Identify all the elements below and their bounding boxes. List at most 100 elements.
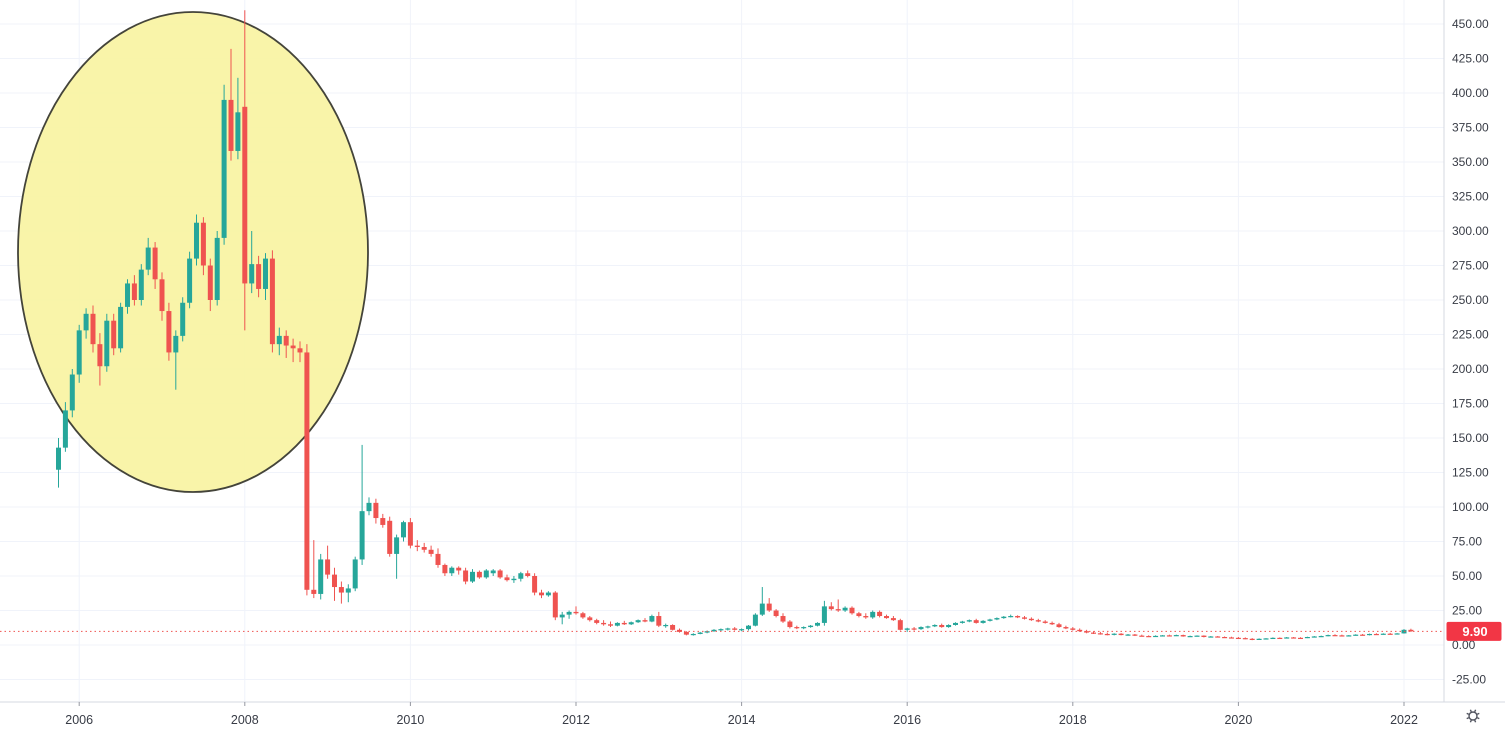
gear-tooth xyxy=(1474,709,1477,713)
candle-body xyxy=(849,607,855,614)
candle-body xyxy=(1394,633,1400,635)
candle-body xyxy=(283,335,289,346)
candle-body xyxy=(1367,633,1372,636)
candle-body xyxy=(752,614,758,626)
candle-body xyxy=(1077,629,1083,632)
candle-body xyxy=(1070,628,1076,630)
candle-body xyxy=(704,631,710,633)
candle-body xyxy=(97,344,103,367)
candle-body xyxy=(1270,637,1276,640)
candle-body xyxy=(1346,635,1352,637)
candle-body xyxy=(1139,635,1145,637)
candle-body xyxy=(421,547,427,550)
price-axis-label: 100.00 xyxy=(1452,500,1489,514)
candle-body xyxy=(352,559,358,589)
candle-body xyxy=(925,626,931,628)
price-axis-label: 250.00 xyxy=(1452,293,1489,307)
candle-body xyxy=(1153,635,1159,638)
candle-body xyxy=(1201,635,1207,637)
candle-body xyxy=(828,606,834,610)
gear-tooth xyxy=(1469,709,1472,713)
candle-body xyxy=(318,559,324,594)
price-axis-label: 375.00 xyxy=(1452,121,1489,135)
time-axis-label: 2018 xyxy=(1059,713,1087,727)
candle-body xyxy=(1311,636,1317,638)
candle-body xyxy=(518,573,524,579)
candle-body xyxy=(877,611,883,617)
price-scale[interactable]: 450.00 425.00 400.00 375.00 350.00 325.00 300.… xyxy=(1452,17,1489,687)
candle-body xyxy=(394,537,400,554)
candle-body xyxy=(1173,635,1179,637)
settings-gear-icon[interactable] xyxy=(1466,709,1480,723)
highlight-ellipse-annotation xyxy=(17,11,369,493)
candle-body xyxy=(159,279,165,312)
candle-body xyxy=(580,613,586,618)
candle-body xyxy=(1132,634,1138,636)
candle-body xyxy=(1056,624,1062,628)
candle-body xyxy=(187,258,193,303)
candle-body xyxy=(601,622,607,625)
candle-body xyxy=(621,622,627,625)
price-axis-label: 50.00 xyxy=(1452,569,1482,583)
candle-body xyxy=(152,247,158,280)
candle-body xyxy=(387,520,393,554)
candle-body xyxy=(994,618,1000,620)
candle-body xyxy=(587,617,593,621)
candle-body xyxy=(539,592,544,596)
price-axis-label: 275.00 xyxy=(1452,259,1489,273)
candle-body xyxy=(1187,636,1193,638)
candle-body xyxy=(897,620,903,630)
candle-body xyxy=(449,567,455,574)
candle-body xyxy=(1104,633,1110,636)
candle-body xyxy=(1263,638,1269,640)
candle-body xyxy=(1194,635,1200,637)
candle-body xyxy=(594,620,600,623)
candle-body xyxy=(1298,637,1303,640)
candle-body xyxy=(787,621,793,628)
time-scale[interactable]: 2006 2008 2010 2012 2014 2016 2018 2020 2022 xyxy=(65,702,1418,727)
candle-body xyxy=(1001,616,1007,619)
price-axis-label: 200.00 xyxy=(1452,362,1489,376)
candle-body xyxy=(214,237,220,300)
candle-body xyxy=(256,264,262,289)
candle-body xyxy=(573,611,579,614)
candle-body xyxy=(959,621,965,623)
candle-body xyxy=(504,577,510,581)
candle-body xyxy=(407,522,413,546)
candle-body xyxy=(1097,633,1103,635)
candle-body xyxy=(649,616,655,622)
candle-body xyxy=(304,352,310,590)
candle-body xyxy=(966,620,972,622)
candle-body xyxy=(1049,622,1055,625)
candle-body xyxy=(228,99,234,151)
candle-body xyxy=(490,570,496,574)
candle-body xyxy=(1325,635,1331,637)
candle-body xyxy=(311,589,317,594)
price-axis-label: 125.00 xyxy=(1452,466,1489,480)
gear-tooth xyxy=(1466,717,1470,720)
candle-body xyxy=(276,335,282,345)
candle-body xyxy=(166,311,172,353)
candle-body xyxy=(1215,636,1221,638)
candle-body xyxy=(663,624,669,627)
candle-body xyxy=(325,559,331,575)
gear-tooth xyxy=(1476,712,1480,715)
price-axis-label: 400.00 xyxy=(1452,86,1489,100)
candle-body xyxy=(932,624,938,627)
candle-body xyxy=(435,553,441,565)
time-axis-label: 2022 xyxy=(1390,713,1418,727)
candle-body xyxy=(511,578,517,581)
candle-body xyxy=(973,620,979,623)
candle-body xyxy=(1249,638,1255,640)
candle-body xyxy=(442,564,448,574)
candle-body xyxy=(1146,636,1152,638)
candle-body xyxy=(297,348,303,353)
candle-body xyxy=(884,616,889,619)
candle-body xyxy=(56,447,61,470)
candle-body xyxy=(180,302,186,336)
candle-body xyxy=(890,618,896,621)
candle-body xyxy=(566,611,572,615)
price-axis-label: 25.00 xyxy=(1452,604,1482,618)
